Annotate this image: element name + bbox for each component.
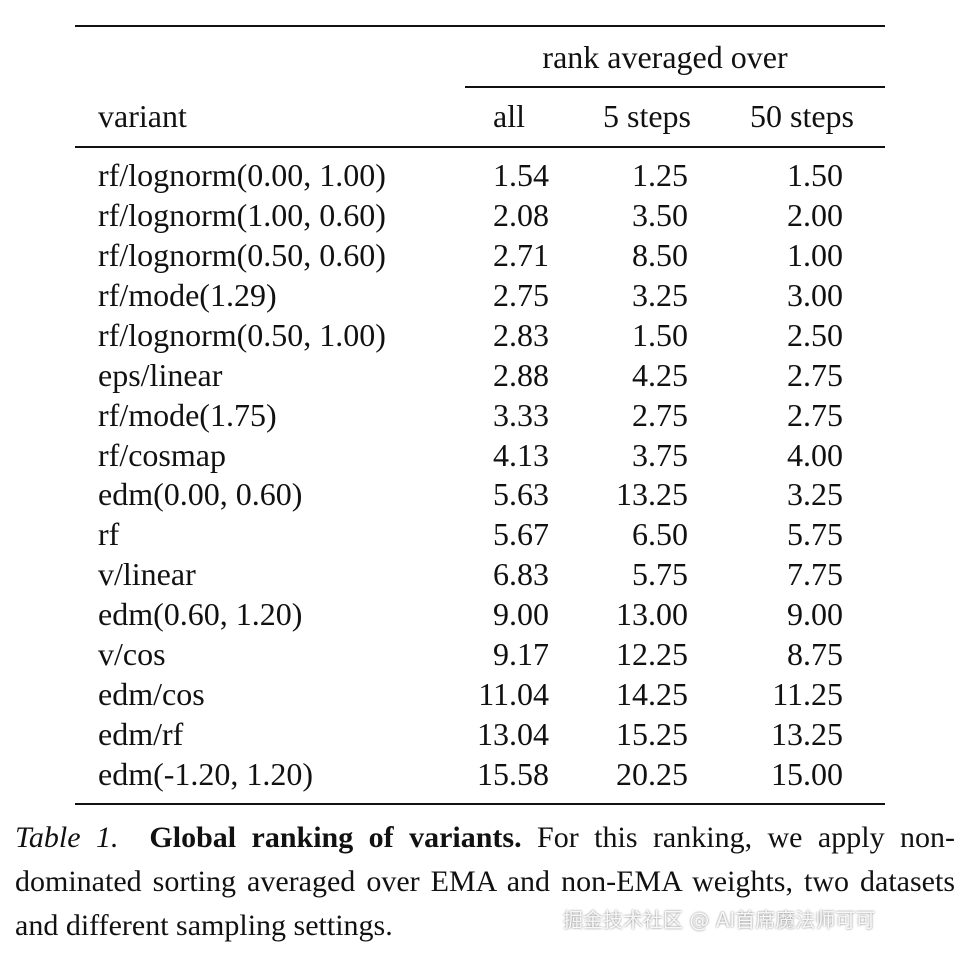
variant-cell: edm(0.60, 1.20) — [98, 596, 303, 633]
rank-cell: 13.04 — [477, 716, 549, 753]
rank-cell: 15.00 — [771, 755, 843, 792]
rank-cell: 2.75 — [787, 356, 843, 393]
bottom-rule — [75, 803, 885, 805]
rank-cell: 9.00 — [787, 596, 843, 633]
rank-cell: 2.88 — [493, 356, 549, 393]
variant-cell: rf/lognorm(0.00, 1.00) — [98, 157, 386, 193]
rank-cell: 9.17 — [493, 636, 549, 673]
rank-cell: 1.50 — [632, 316, 688, 353]
watermark: 掘金技术社区 @ AI首席魔法师可可 — [563, 908, 876, 932]
rank-cell: 5.75 — [787, 516, 843, 553]
rank-cell: 2.50 — [787, 316, 843, 353]
rank-cell: 2.83 — [493, 316, 549, 353]
rank-cell: 1.25 — [632, 157, 688, 193]
rank-cell: 8.75 — [787, 636, 843, 673]
rank-cell: 2.75 — [632, 396, 688, 433]
rank-cell: 11.04 — [478, 676, 549, 713]
rank-cell: 2.75 — [787, 396, 843, 433]
caption: Table 1. Global ranking of variants. For… — [15, 816, 955, 948]
rank-cell: 8.50 — [632, 236, 688, 273]
variant-cell: edm/cos — [98, 676, 205, 713]
variant-cell: rf/cosmap — [98, 436, 226, 473]
group-header: rank averaged over — [542, 39, 788, 75]
rank-cell: 3.00 — [787, 276, 843, 313]
rank-cell: 9.00 — [493, 596, 549, 633]
rank-cell: 2.71 — [493, 236, 549, 273]
rank-cell: 3.25 — [787, 476, 843, 513]
rank-cell: 4.00 — [787, 436, 843, 473]
rank-cell: 4.13 — [493, 436, 549, 473]
rank-cell: 4.25 — [632, 356, 688, 393]
variant-cell: edm/rf — [98, 716, 184, 753]
rank-cell: 11.25 — [772, 676, 843, 713]
rank-cell: 1.50 — [787, 157, 843, 193]
rank-cell: 3.50 — [632, 196, 688, 233]
column-header: 5 steps — [603, 98, 691, 134]
rank-cell: 6.50 — [632, 516, 688, 553]
column-header: all — [493, 98, 525, 134]
group-rule — [465, 86, 885, 88]
variant-cell: v/linear — [98, 556, 196, 593]
rank-cell: 3.33 — [493, 396, 549, 433]
rank-cell: 12.25 — [616, 636, 688, 673]
variant-cell: edm(0.00, 0.60) — [98, 476, 303, 513]
rank-cell: 5.75 — [632, 556, 688, 593]
rank-cell: 14.25 — [616, 676, 688, 713]
top-rule — [75, 25, 885, 27]
variant-cell: v/cos — [98, 636, 166, 673]
variant-cell: rf/lognorm(0.50, 1.00) — [98, 316, 386, 353]
rank-cell: 5.67 — [493, 516, 549, 553]
rank-cell: 5.63 — [493, 476, 549, 513]
variant-cell: eps/linear — [98, 356, 223, 393]
caption-text: For this ranking, we apply non-dominated… — [15, 821, 956, 942]
rank-cell: 20.25 — [616, 755, 688, 792]
variant-cell: rf/mode(1.75) — [98, 396, 277, 433]
rank-cell: 3.75 — [632, 436, 688, 473]
rank-cell: 13.00 — [616, 596, 688, 633]
variant-cell: rf/lognorm(0.50, 0.60) — [98, 236, 386, 273]
rank-cell: 1.00 — [787, 236, 843, 273]
rank-cell: 3.25 — [632, 276, 688, 313]
rank-cell: 1.54 — [493, 157, 549, 193]
variant-cell: edm(-1.20, 1.20) — [98, 755, 314, 792]
rank-cell: 2.00 — [787, 196, 843, 233]
variant-cell: rf — [98, 516, 120, 553]
rank-cell: 6.83 — [493, 556, 549, 593]
rank-cell: 2.75 — [493, 276, 549, 313]
caption-label: Table 1. — [15, 821, 119, 854]
column-header: 50 steps — [750, 98, 854, 134]
rank-cell: 15.25 — [616, 716, 688, 753]
column-header: variant — [98, 98, 187, 134]
rank-cell: 2.08 — [493, 196, 549, 233]
variant-cell: rf/mode(1.29) — [98, 276, 277, 313]
rank-cell: 13.25 — [616, 476, 688, 513]
caption-title: Global ranking of variants. — [149, 821, 522, 854]
variant-cell: rf/lognorm(1.00, 0.60) — [98, 196, 386, 233]
rank-cell: 7.75 — [787, 556, 843, 593]
rank-cell: 13.25 — [771, 716, 843, 753]
header-rule — [75, 146, 885, 148]
rank-cell: 15.58 — [477, 755, 549, 792]
